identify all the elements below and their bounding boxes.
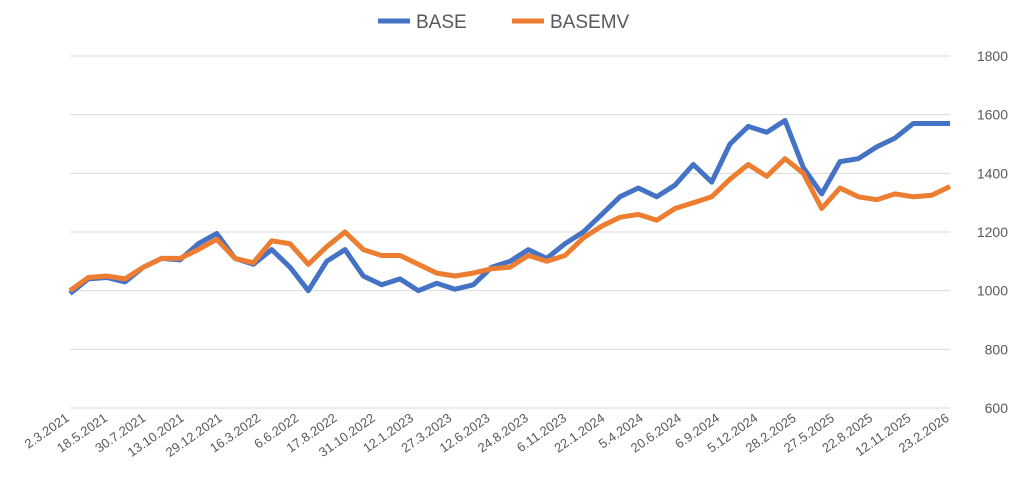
legend: BASE BASEMV [378,12,630,33]
x-axis-ticks: 2.3.202118.5.202130.7.202113.10.202129.1… [22,410,952,460]
series-lines [68,118,952,296]
legend-label-base: BASE [416,12,467,33]
y-tick-label: 800 [985,341,1009,357]
series-line-basemv [68,156,952,293]
series-line-base [68,118,950,296]
y-tick-label: 1200 [977,224,1008,240]
gridlines [70,55,950,409]
y-tick-label: 600 [985,400,1009,416]
legend-label-basemv: BASEMV [550,12,630,33]
y-axis-ticks: 600 800 1000 1200 1400 1600 1800 [977,48,1008,416]
y-tick-label: 1000 [977,283,1008,299]
y-tick-label: 1800 [977,48,1008,64]
y-tick-label: 1600 [977,107,1008,123]
y-tick-label: 1400 [977,165,1008,181]
